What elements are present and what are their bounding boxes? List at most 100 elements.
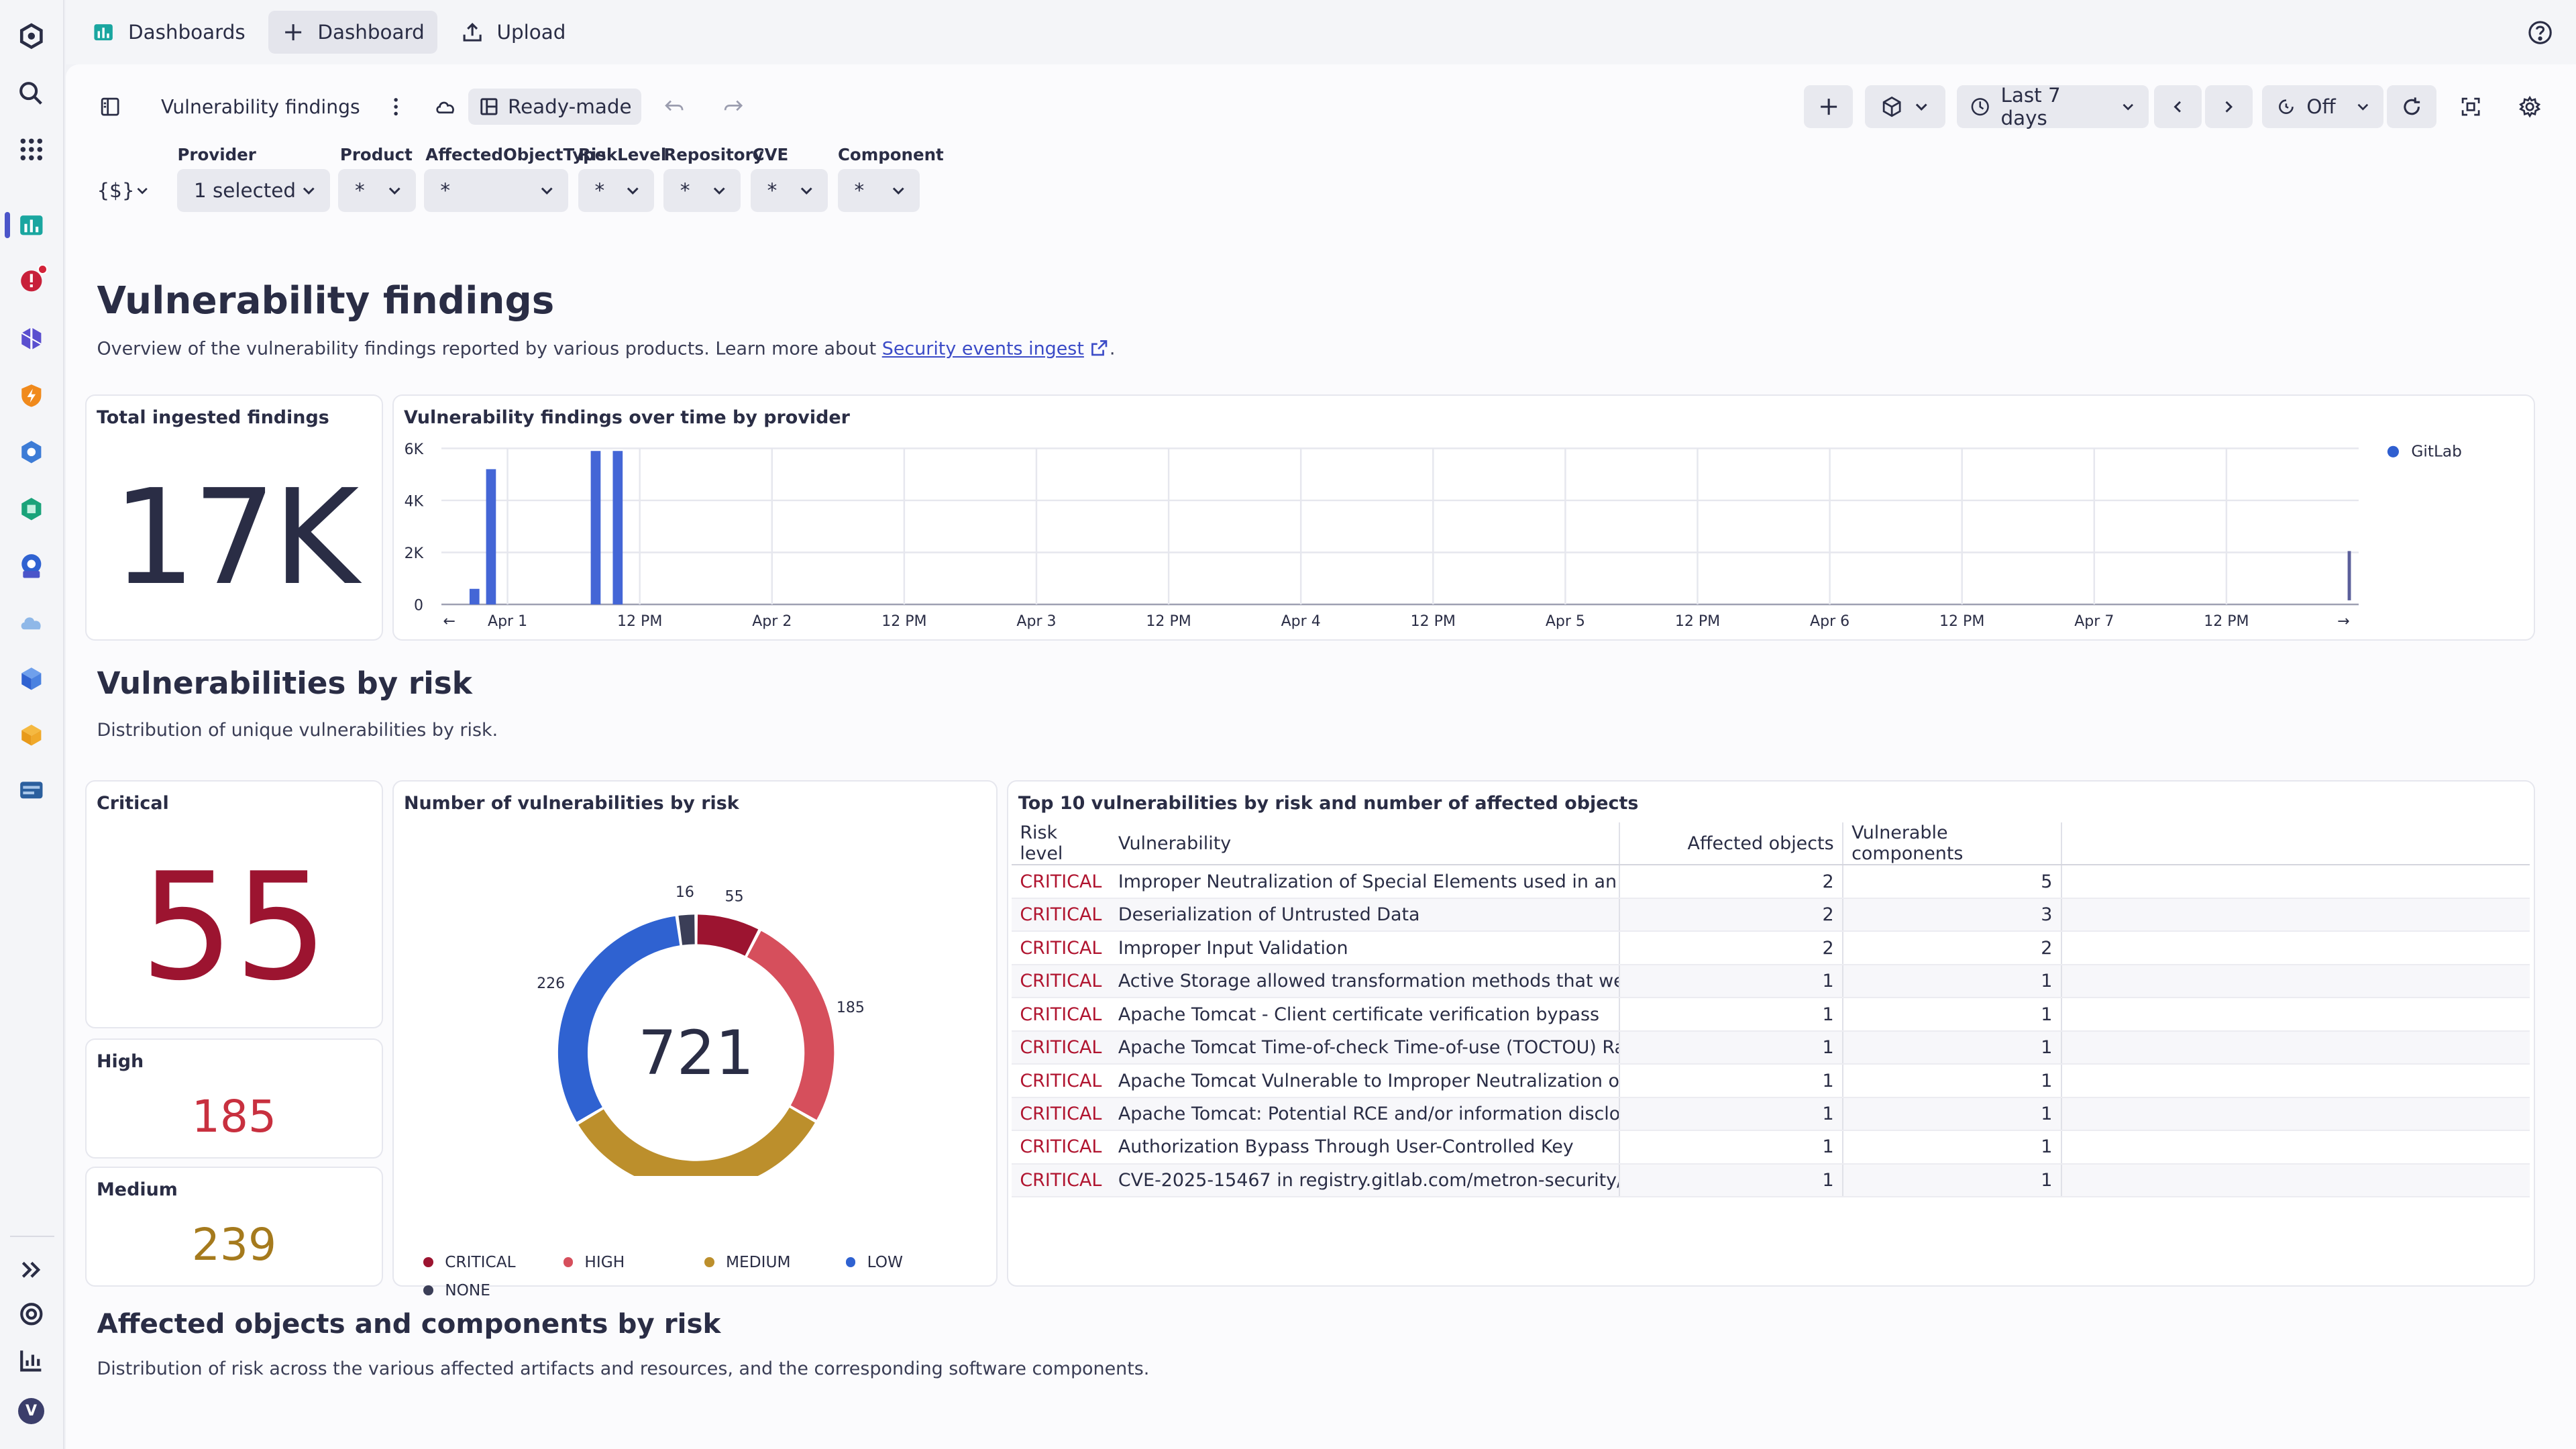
vulnerable-components-cell: 1	[1842, 1064, 2062, 1098]
add-tile-button[interactable]	[1803, 85, 1854, 128]
table-row[interactable]: CRITICAL Deserialization of Untrusted Dat…	[1012, 898, 2530, 932]
analytics-icon[interactable]	[13, 1342, 50, 1379]
filter-component-select[interactable]: *	[837, 169, 920, 212]
kubernetes-new-app-icon[interactable]	[13, 547, 50, 584]
section-description-affected: Distribution of risk across the various …	[97, 1358, 1150, 1380]
filter-provider-select[interactable]: 1 selected	[177, 169, 331, 212]
notification-dot	[38, 264, 48, 274]
dashboards-label: Dashboards	[127, 20, 246, 44]
variables-toggle[interactable]: {$}	[91, 169, 156, 212]
fullscreen-icon[interactable]	[2451, 87, 2491, 127]
cloud-app-icon[interactable]	[13, 604, 50, 641]
redo-icon[interactable]	[714, 87, 753, 127]
legend-item-high[interactable]: HIGH	[563, 1253, 625, 1271]
table-row[interactable]: CRITICAL Improper Input Validation 2 2	[1012, 931, 2530, 965]
legend-label: LOW	[867, 1253, 904, 1272]
table-row[interactable]: CRITICAL CVE-2025-15467 in registry.gitla…	[1012, 1163, 2530, 1198]
vulnerabilities-by-risk-card[interactable]: Number of vulnerabilities by risk 55 185 2…	[392, 780, 998, 1299]
y-tick-label: 4K	[405, 493, 424, 510]
security-events-ingest-link[interactable]: Security events ingest	[881, 338, 1084, 360]
filter-affectedobjecttype-select[interactable]: *	[423, 169, 569, 212]
user-avatar[interactable]: V	[13, 1393, 50, 1430]
column-header-vulnerability[interactable]: Vulnerability	[1110, 822, 1620, 866]
affected-objects-cell: 1	[1619, 1130, 1843, 1165]
total-findings-card[interactable]: Total ingested findings 17K	[85, 394, 383, 641]
refresh-icon	[2404, 97, 2420, 115]
timeframe-next-button[interactable]	[2204, 85, 2253, 128]
high-count-value: 185	[191, 1090, 277, 1142]
section-description-findings: Overview of the vulnerability findings r…	[97, 338, 1115, 360]
timeframe-previous-button[interactable]	[2153, 85, 2202, 128]
table-row[interactable]: CRITICAL Apache Tomcat Time-of-check Time…	[1012, 1030, 2530, 1065]
filler-cell	[2061, 1097, 2530, 1132]
column-header-affected-objects[interactable]: Affected objects	[1619, 822, 1843, 866]
filter-product-select[interactable]: *	[338, 169, 416, 212]
sidebar-toggle-icon[interactable]	[91, 87, 130, 127]
filler-cell	[2061, 1130, 2530, 1165]
table-row[interactable]: CRITICAL Apache Tomcat Vulnerable to Impr…	[1012, 1064, 2530, 1098]
critical-count-card[interactable]: Critical 55	[85, 780, 383, 1029]
chevron-down-icon	[541, 187, 553, 195]
segment-selector-button[interactable]	[1864, 85, 1945, 128]
legend-item-medium[interactable]: MEDIUM	[704, 1253, 791, 1271]
top-vulnerabilities-card[interactable]: Top 10 vulnerabilities by risk and numbe…	[1007, 780, 2535, 1287]
problems-app-icon[interactable]	[13, 263, 50, 299]
filter-label-affectedobjecttype: AffectedObjectType	[425, 144, 606, 164]
legend-item-low[interactable]: LOW	[845, 1253, 904, 1272]
timeframe-selector[interactable]: Last 7 days	[1956, 84, 2149, 129]
medium-count-card[interactable]: Medium 239	[85, 1166, 383, 1287]
external-link-icon[interactable]	[1089, 338, 1109, 358]
security-app-icon[interactable]	[13, 378, 50, 414]
donut-slice-low	[558, 916, 680, 1122]
column-header-risk-level[interactable]: Risk level	[1012, 822, 1110, 866]
expand-chevrons-icon[interactable]	[13, 1252, 50, 1288]
cube-app-icon[interactable]	[13, 660, 50, 696]
services-app-icon[interactable]	[13, 491, 50, 527]
high-count-card[interactable]: High 185	[85, 1038, 383, 1159]
findings-over-time-card[interactable]: Vulnerability findings over time by prov…	[392, 394, 2535, 641]
filter-risklevel-select[interactable]: *	[578, 169, 654, 212]
risk-level-cell: CRITICAL	[1012, 898, 1110, 932]
legend-item-critical[interactable]: CRITICAL	[423, 1253, 516, 1271]
legend-item-none[interactable]: NONE	[423, 1281, 490, 1299]
donut-total-value: 721	[638, 1018, 754, 1089]
app-logo-icon[interactable]	[13, 18, 50, 54]
cloud-sync-icon[interactable]	[426, 87, 466, 127]
kubernetes-app-icon[interactable]	[13, 434, 50, 470]
dashboards-icon	[94, 23, 113, 40]
table-row[interactable]: CRITICAL Authorization Bypass Through Use…	[1012, 1130, 2530, 1165]
more-options-icon[interactable]	[376, 87, 416, 127]
search-icon[interactable]	[13, 76, 50, 112]
filter-repository-select[interactable]: *	[663, 169, 741, 212]
table-row[interactable]: CRITICAL Active Storage allowed transform…	[1012, 964, 2530, 999]
series-bar	[590, 450, 601, 604]
upload-button[interactable]: Upload	[447, 11, 579, 54]
dashboard-name[interactable]: Vulnerability findings	[160, 95, 360, 118]
settings-gear-icon[interactable]	[2510, 87, 2550, 127]
package-app-icon[interactable]	[13, 716, 50, 753]
support-lifebuoy-icon[interactable]	[13, 1296, 50, 1332]
infrastructure-app-icon[interactable]	[13, 321, 50, 357]
ready-made-badge[interactable]: Ready-made	[468, 89, 642, 125]
card-title: Critical	[97, 793, 169, 814]
table-row[interactable]: CRITICAL Apache Tomcat - Client certifica…	[1012, 998, 2530, 1032]
series-bar	[470, 588, 480, 604]
column-header-vulnerable-components[interactable]: Vulnerable components	[1842, 822, 2062, 866]
filter-cve-select[interactable]: *	[751, 169, 828, 212]
help-icon[interactable]	[2527, 19, 2553, 46]
table-row[interactable]: CRITICAL Improper Neutralization of Speci…	[1012, 865, 2530, 899]
auto-refresh-selector[interactable]: Off	[2262, 85, 2384, 128]
upload-icon	[463, 22, 482, 42]
storage-app-icon[interactable]	[13, 772, 50, 808]
new-dashboard-button[interactable]: Dashboard	[268, 10, 438, 54]
filter-value: 1 selected	[193, 179, 296, 203]
dashboards-button[interactable]: Dashboards	[79, 11, 259, 54]
table-row[interactable]: CRITICAL Apache Tomcat: Potential RCE and…	[1012, 1097, 2530, 1132]
vulnerability-cell: Apache Tomcat - Client certificate verif…	[1110, 998, 1620, 1032]
legend-dot	[704, 1257, 714, 1267]
x-tick-label: 12 PM	[617, 613, 662, 630]
undo-icon[interactable]	[655, 87, 694, 127]
dashboards-app-icon[interactable]	[13, 207, 50, 244]
apps-grid-icon[interactable]	[13, 131, 50, 168]
refresh-button[interactable]	[2387, 85, 2436, 128]
